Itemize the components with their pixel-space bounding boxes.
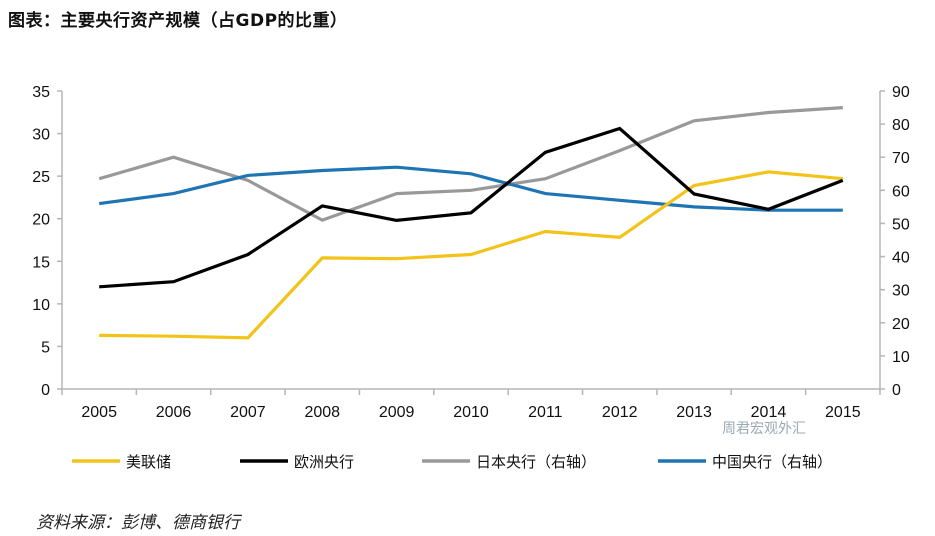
x-tick-label: 2005 <box>81 404 117 421</box>
left-tick-label: 20 <box>32 212 50 229</box>
right-tick-label: 30 <box>892 283 910 300</box>
right-tick-label: 50 <box>892 216 910 233</box>
series-line-2 <box>98 106 843 222</box>
chart-title: 图表：主要央行资产规模（占GDP的比重） <box>8 11 348 31</box>
x-tick-label: 2012 <box>602 404 638 421</box>
x-tick-label: 2007 <box>230 404 266 421</box>
right-tick-label: 90 <box>892 84 910 101</box>
legend: 美联储 欧洲央行 日本央行（右轴） 中国央行（右轴） <box>72 453 832 471</box>
series-layer <box>98 106 844 340</box>
right-tick-label: 40 <box>892 250 910 267</box>
source-note: 资料来源：彭博、德商银行 <box>36 513 240 533</box>
x-tick-label: 2014 <box>751 404 787 421</box>
x-tick-label: 2008 <box>304 404 340 421</box>
left-tick-label: 30 <box>32 127 50 144</box>
left-tick-label: 25 <box>32 169 50 186</box>
right-tick-label: 80 <box>892 117 910 134</box>
series-line-1 <box>99 126 844 289</box>
left-tick-label: 15 <box>32 254 50 271</box>
left-tick-label: 35 <box>32 84 50 101</box>
left-tick-label: 10 <box>32 297 50 314</box>
x-tick-label: 2006 <box>156 404 192 421</box>
watermark: 周君宏观外汇 <box>722 421 806 437</box>
left-tick-label: 5 <box>41 339 50 356</box>
right-tick-label: 10 <box>892 349 910 366</box>
x-tick-label: 2015 <box>825 404 861 421</box>
legend-label: 美联储 <box>126 453 171 471</box>
series-line-3 <box>98 165 843 212</box>
right-tick-label: 20 <box>892 316 910 333</box>
series-line-0 <box>99 170 843 340</box>
axes: 0 5 10 15 20 25 30 35 0 10 20 30 40 50 60 70 80 90 2005 200… <box>32 84 910 421</box>
x-tick-label: 2013 <box>676 404 712 421</box>
x-tick-label: 2011 <box>528 404 563 421</box>
right-tick-label: 0 <box>892 382 901 399</box>
left-tick-label: 0 <box>41 382 50 399</box>
x-tick-label: 2010 <box>453 404 489 421</box>
right-tick-label: 60 <box>892 183 910 200</box>
legend-label: 日本央行（右轴） <box>476 453 596 471</box>
x-tick-label: 2009 <box>379 404 415 421</box>
legend-label: 中国央行（右轴） <box>712 453 832 471</box>
right-tick-label: 70 <box>892 150 910 167</box>
legend-label: 欧洲央行 <box>294 453 354 471</box>
